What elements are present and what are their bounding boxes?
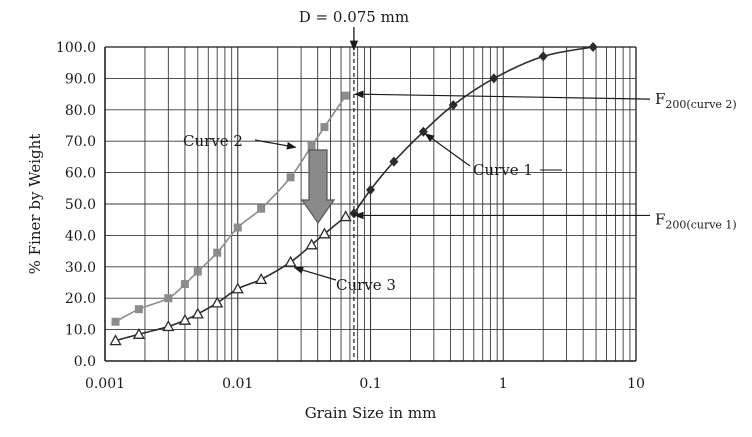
curve2-point (286, 173, 295, 182)
curve3-point (231, 282, 244, 294)
f200-curve1-subscript: 200(curve 1) (665, 218, 736, 231)
curve2-point (341, 91, 350, 100)
x-tick-label: 10 (627, 376, 645, 392)
y-tick-label: 70.0 (65, 134, 96, 150)
curve3-point (109, 334, 122, 346)
curve2-point (257, 204, 266, 213)
curve2-point (193, 267, 202, 276)
f200-curve2-prefix: F (655, 90, 665, 108)
curve3-point (318, 227, 331, 239)
f200-curve1-label: F200(curve 1) (655, 210, 737, 231)
y-tick-label: 90.0 (65, 71, 96, 87)
curve1-point (448, 100, 458, 111)
curve2-point (180, 280, 189, 289)
y-tick-label: 50.0 (65, 197, 96, 213)
curve1-point (489, 73, 499, 84)
x-axis-label: Grain Size in mm (305, 404, 437, 422)
curve2-point (134, 305, 143, 314)
curve3-label: Curve 3 (336, 276, 396, 294)
series (109, 42, 598, 346)
x-tick-label: 0.001 (85, 376, 125, 392)
curve1-label: Curve 1 (473, 161, 533, 179)
curve3-point (162, 320, 175, 332)
y-tick-label: 20.0 (65, 291, 96, 307)
curve2-point (320, 123, 329, 132)
d-value-label: D = 0.075 mm (299, 8, 409, 26)
curve3-point (132, 327, 145, 339)
curve1-point (366, 184, 375, 195)
curve3-point (178, 313, 192, 325)
curve3-point (339, 210, 352, 222)
f200-curve2-subscript: 200(curve 2) (665, 98, 736, 111)
curve2-point (213, 248, 222, 257)
x-tick-label: 0.1 (359, 376, 381, 392)
curve3-point (255, 273, 268, 285)
axes (104, 46, 637, 362)
x-tick-label: 1 (499, 376, 508, 392)
f200-curve2-label: F200(curve 2) (655, 90, 737, 111)
curve2-point (111, 317, 120, 326)
f200-curve1-prefix: F (655, 210, 665, 228)
curve2-point (233, 223, 242, 232)
shift-down-arrow (300, 149, 336, 225)
f200-curve2-arrow (353, 90, 651, 100)
curve3-point (305, 238, 318, 250)
y-tick-label: 30.0 (65, 260, 96, 276)
curve2-point (164, 294, 173, 303)
x-tick-labels: 0.001 0.01 0.1 1 10 (85, 376, 645, 392)
curve2-leader (254, 139, 297, 150)
y-tick-label: 40.0 (65, 228, 96, 244)
y-tick-labels: 0.0 10.0 20.0 30.0 40.0 50.0 60.0 70.0 80.0 90.0 1… (56, 40, 96, 370)
y-tick-label: 80.0 (65, 103, 96, 119)
x-tick-label: 0.01 (222, 376, 253, 392)
y-axis-label: % Finer by Weight (26, 134, 44, 275)
curve1-point (588, 42, 598, 52)
curve1-point (389, 156, 399, 167)
y-tick-label: 10.0 (65, 323, 96, 339)
curve3-leader (293, 266, 337, 281)
curve2-label: Curve 2 (183, 132, 243, 150)
curve1-leader (424, 133, 471, 167)
curve3-point (211, 296, 224, 308)
y-tick-label: 100.0 (56, 40, 96, 56)
curve2-point (307, 141, 316, 150)
curve3-point (191, 307, 204, 319)
y-tick-label: 60.0 (65, 166, 96, 182)
curve3-point (284, 255, 297, 267)
curve1-point (538, 51, 548, 62)
annotations (254, 27, 651, 361)
y-tick-label: 0.0 (74, 354, 96, 370)
